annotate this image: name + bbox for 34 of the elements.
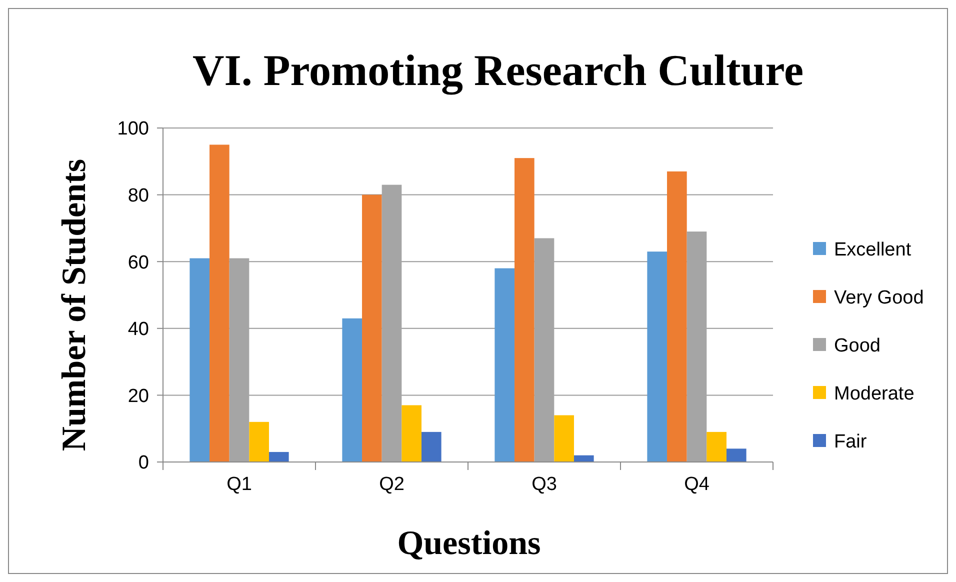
y-tick-label: 60 xyxy=(128,252,149,274)
y-tick-label: 80 xyxy=(128,185,149,206)
bar xyxy=(554,415,574,462)
bar xyxy=(249,422,269,462)
y-tick-label: 0 xyxy=(138,452,149,474)
bar xyxy=(726,448,746,462)
legend-label: Excellent xyxy=(834,240,912,261)
y-tick-label: 40 xyxy=(128,319,149,340)
bar xyxy=(647,252,668,462)
bar xyxy=(421,432,442,462)
x-tick-label: Q1 xyxy=(226,474,252,495)
y-tick-label: 100 xyxy=(117,118,149,140)
x-tick-label: Q2 xyxy=(379,474,404,495)
x-tick-label: Q4 xyxy=(684,474,710,495)
legend-label: Good xyxy=(834,336,880,357)
bar xyxy=(402,405,422,462)
bar xyxy=(210,144,230,462)
x-axis-title: Questions xyxy=(397,525,541,562)
bar xyxy=(362,194,382,462)
bar xyxy=(494,268,515,462)
legend-label: Very Good xyxy=(834,288,924,309)
bar xyxy=(268,452,289,462)
bar xyxy=(706,432,726,462)
chart-title: VI. Promoting Research Culture xyxy=(192,46,804,95)
x-tick-label: Q3 xyxy=(532,474,557,495)
legend-label: Fair xyxy=(834,432,868,453)
y-tick-label: 20 xyxy=(128,386,149,407)
bar xyxy=(342,318,362,462)
bar xyxy=(574,455,594,462)
legend-label: Moderate xyxy=(834,384,914,405)
bar xyxy=(514,158,534,462)
bar xyxy=(190,258,210,462)
y-axis-title: Number of Students xyxy=(56,158,93,452)
bar xyxy=(667,171,687,462)
